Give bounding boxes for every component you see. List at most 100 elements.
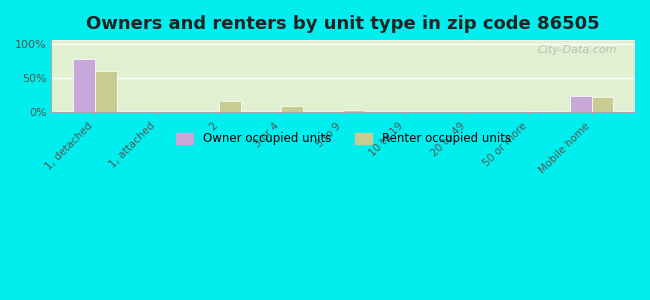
Bar bbox=[51, 41, 635, 50]
Bar bbox=[51, 41, 635, 68]
Bar bbox=[51, 41, 635, 81]
Bar bbox=[51, 41, 635, 87]
Bar bbox=[51, 41, 635, 48]
Bar bbox=[51, 41, 635, 65]
Bar bbox=[51, 41, 635, 87]
Bar bbox=[51, 41, 635, 77]
Bar bbox=[51, 41, 635, 93]
Bar bbox=[51, 41, 635, 75]
Bar bbox=[51, 41, 635, 99]
Bar bbox=[51, 41, 635, 107]
Bar bbox=[73, 59, 95, 112]
Bar bbox=[51, 41, 635, 102]
Bar bbox=[51, 41, 635, 53]
Bar bbox=[95, 71, 116, 112]
Bar bbox=[51, 41, 635, 101]
Bar bbox=[51, 41, 635, 64]
Bar bbox=[51, 41, 635, 74]
Bar bbox=[51, 41, 635, 100]
Bar bbox=[51, 41, 635, 98]
Bar bbox=[51, 41, 635, 94]
Bar bbox=[51, 41, 635, 67]
Bar bbox=[51, 41, 635, 110]
Bar bbox=[51, 41, 635, 90]
Bar bbox=[51, 41, 635, 85]
Bar bbox=[51, 41, 635, 47]
Bar bbox=[51, 41, 635, 70]
Bar bbox=[51, 41, 635, 76]
Bar bbox=[51, 41, 635, 44]
Bar bbox=[51, 41, 635, 67]
Bar bbox=[51, 41, 635, 110]
Bar bbox=[51, 41, 635, 104]
Bar bbox=[51, 41, 635, 82]
Bar bbox=[281, 106, 303, 112]
Bar bbox=[51, 41, 635, 98]
Bar bbox=[51, 41, 635, 43]
Bar bbox=[219, 101, 240, 112]
Bar bbox=[51, 41, 635, 72]
Bar bbox=[51, 41, 635, 52]
Bar bbox=[51, 41, 635, 73]
Text: City-Data.com: City-Data.com bbox=[538, 45, 617, 55]
Bar bbox=[51, 41, 635, 64]
Bar bbox=[51, 41, 635, 97]
Bar bbox=[51, 41, 635, 94]
Bar bbox=[51, 41, 635, 56]
Bar bbox=[51, 41, 635, 62]
Bar bbox=[51, 41, 635, 58]
Bar bbox=[51, 41, 635, 108]
Bar bbox=[51, 41, 635, 79]
Bar bbox=[51, 41, 635, 106]
Bar bbox=[51, 41, 635, 60]
Bar bbox=[51, 41, 635, 42]
Bar bbox=[51, 41, 635, 102]
Bar bbox=[51, 41, 635, 59]
Bar bbox=[51, 41, 635, 49]
Bar bbox=[51, 41, 635, 69]
Bar bbox=[51, 41, 635, 57]
Bar bbox=[51, 41, 635, 88]
Bar bbox=[51, 41, 635, 92]
Bar bbox=[51, 41, 635, 70]
Bar bbox=[51, 41, 635, 45]
Bar bbox=[51, 41, 635, 80]
Bar bbox=[51, 41, 635, 66]
Bar bbox=[51, 41, 635, 50]
Bar bbox=[51, 41, 635, 100]
Bar bbox=[51, 41, 635, 71]
Bar bbox=[51, 41, 635, 51]
Bar bbox=[51, 41, 635, 46]
Bar bbox=[51, 41, 635, 103]
Bar bbox=[51, 41, 635, 76]
Bar bbox=[51, 41, 635, 89]
Bar bbox=[51, 41, 635, 83]
Bar bbox=[51, 41, 635, 54]
Bar bbox=[51, 41, 635, 72]
Bar bbox=[530, 111, 551, 112]
Bar bbox=[51, 41, 635, 80]
Bar bbox=[51, 41, 635, 55]
Bar bbox=[570, 96, 592, 112]
Bar bbox=[51, 41, 635, 82]
Bar bbox=[51, 41, 635, 59]
Bar bbox=[51, 41, 635, 44]
Bar bbox=[51, 41, 635, 86]
Bar bbox=[51, 41, 635, 85]
Bar bbox=[592, 97, 613, 112]
Bar bbox=[51, 41, 635, 95]
Bar bbox=[51, 41, 635, 84]
Bar bbox=[51, 41, 635, 78]
Bar bbox=[51, 41, 635, 89]
Bar bbox=[51, 41, 635, 61]
Bar bbox=[51, 41, 635, 54]
Bar bbox=[51, 41, 635, 74]
Bar bbox=[343, 110, 365, 112]
Bar bbox=[51, 41, 635, 107]
Bar bbox=[51, 41, 635, 57]
Legend: Owner occupied units, Renter occupied units: Owner occupied units, Renter occupied un… bbox=[171, 128, 515, 150]
Bar bbox=[51, 41, 635, 105]
Bar bbox=[51, 41, 635, 63]
Bar bbox=[51, 41, 635, 109]
Bar bbox=[51, 41, 635, 46]
